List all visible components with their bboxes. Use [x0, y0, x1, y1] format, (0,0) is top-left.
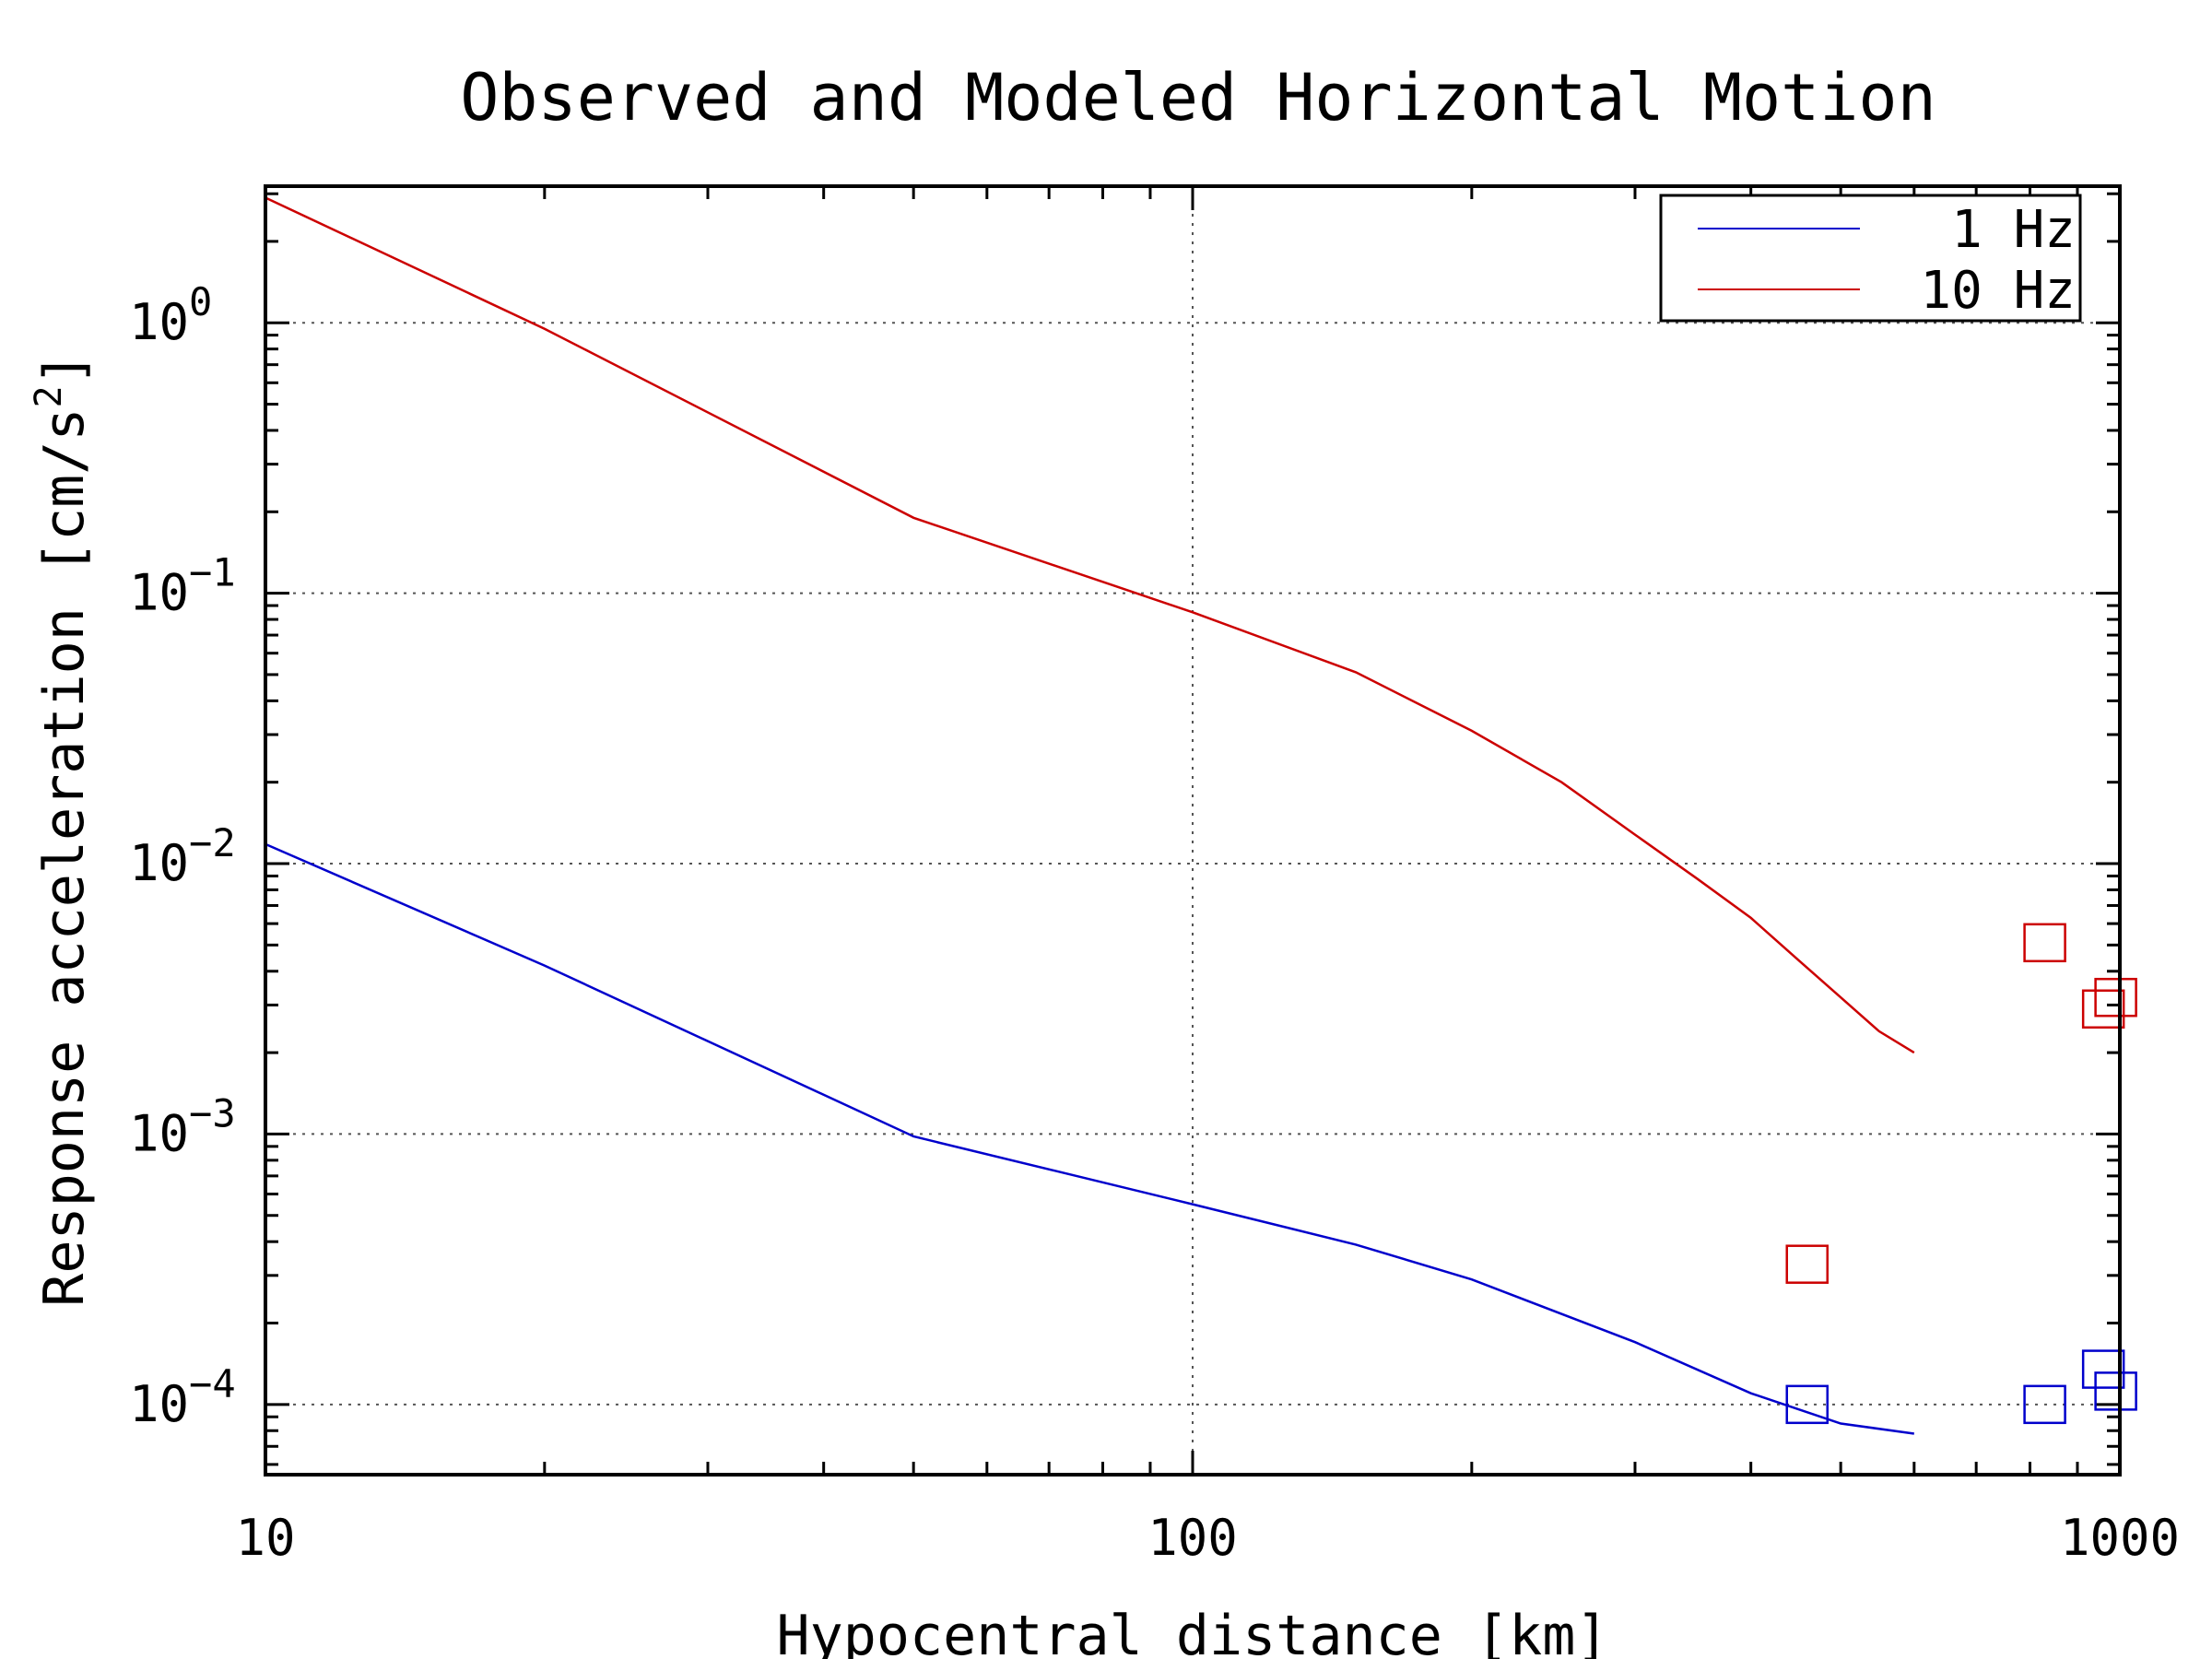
- observed-point-1hz: [2094, 1371, 2137, 1411]
- observed-point-10hz: [2094, 977, 2137, 1018]
- x-tick-label: 10: [235, 1509, 295, 1567]
- observed-point-10hz: [2023, 923, 2066, 963]
- series-layer: [265, 196, 2137, 1435]
- legend: 1 Hz 10 Hz: [1659, 194, 2082, 323]
- y-axis-label-sup: 2: [28, 385, 70, 407]
- plot-frame: [264, 184, 2122, 1477]
- observed-point-1hz: [2081, 1349, 2125, 1389]
- x-tick-labels: 10 100 1000: [235, 1509, 2180, 1567]
- y-tick-label: 10−4: [129, 1361, 236, 1433]
- observed-point-10hz: [1785, 1244, 1829, 1284]
- y-tick-label: 10−3: [129, 1090, 236, 1162]
- legend-label-10hz: 10 Hz: [1920, 261, 2076, 321]
- series-line-10hz: [265, 196, 1915, 1054]
- observed-point-1hz: [1785, 1384, 1829, 1425]
- legend-box: [1659, 194, 2082, 323]
- chart-title: Observed and Modeled Horizontal Motion: [460, 60, 1936, 135]
- legend-label-1hz: 1 Hz: [1951, 200, 2076, 260]
- y-tick-label: 10−2: [129, 820, 236, 892]
- y-tick-label: 100: [129, 279, 212, 351]
- observed-point-10hz: [2081, 989, 2125, 1030]
- y-tick-label: 10−1: [129, 550, 236, 622]
- ticks: [264, 186, 2122, 1475]
- x-axis-label: Hypocentral distance [km]: [776, 1604, 1608, 1659]
- series-line-1hz: [265, 842, 1914, 1435]
- y-axis-label-close: ]: [32, 352, 97, 385]
- x-tick-label: 100: [1147, 1509, 1238, 1567]
- y-axis-label: Response acceleration [cm/s2]: [28, 352, 97, 1307]
- grid: [265, 186, 2120, 1475]
- y-tick-labels: 100 10−1 10−2 10−3 10−4: [129, 279, 236, 1433]
- observed-point-1hz: [2023, 1384, 2066, 1425]
- y-axis-label-text: Response acceleration [cm/s: [32, 407, 97, 1306]
- x-tick-label: 1000: [2060, 1509, 2180, 1567]
